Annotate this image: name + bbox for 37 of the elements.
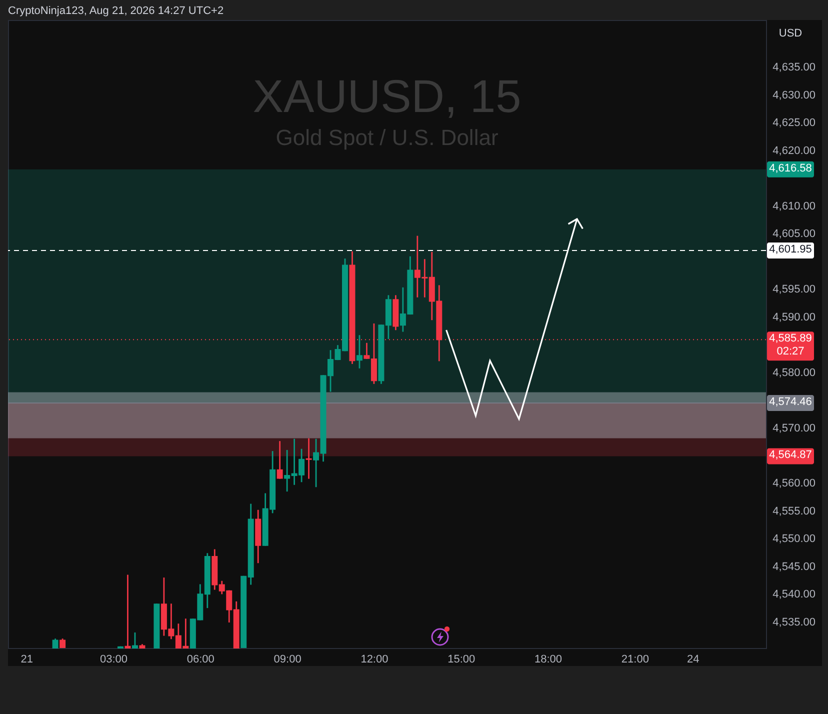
y-tick-label: 4,590.00: [772, 311, 816, 324]
y-tick-label: 4,625.00: [772, 117, 816, 130]
y-tick-label: 4,560.00: [772, 478, 816, 490]
x-tick-label: 24: [686, 654, 700, 666]
y-tick-label: 4,630.00: [772, 89, 816, 102]
x-tick-label: 06:00: [186, 654, 214, 666]
y-tick-label: 4,580.00: [772, 366, 816, 379]
ref-line-label: 4,585.89 02:27: [769, 332, 812, 358]
candlestick: [276, 440, 283, 480]
y-tick-label: 4,550.00: [772, 533, 816, 546]
y-tick-label: 4,555.00: [772, 505, 816, 518]
y-tick-label: 4,540.00: [772, 588, 816, 601]
x-tick-label: 03:00: [100, 654, 128, 666]
y-tick-label: 4,620.00: [772, 144, 816, 157]
y-tick-label: 4,605.00: [772, 228, 816, 240]
candlestick: [124, 574, 131, 649]
y-tick-label: 4,545.00: [772, 560, 816, 573]
band-label: 4,616.58: [769, 162, 812, 174]
x-tick-label: 09:00: [274, 654, 302, 666]
ref-line-label: 4,574.46: [769, 396, 812, 408]
candlestick: [306, 438, 312, 480]
x-tick-label: 12:00: [360, 654, 388, 666]
x-tick-label: 18:00: [534, 654, 562, 666]
y-tick-label: 4,535.00: [772, 616, 816, 628]
x-tick-label: 15:00: [448, 654, 476, 666]
y-tick-label: 4,610.00: [772, 200, 816, 212]
x-tick-label: 21: [20, 654, 33, 666]
y-axis-title: USD: [778, 28, 802, 40]
y-tick-label: 4,595.00: [772, 284, 816, 296]
y-tick-label: 4,635.00: [772, 62, 816, 74]
candlestick: [356, 334, 362, 370]
candlestick: [132, 632, 138, 649]
band-label: 4,564.87: [769, 449, 812, 462]
y-tick-label: 4,570.00: [772, 422, 816, 434]
text: CryptoNinja123, Aug 21, 2026 14:27 UTC+2: [8, 5, 224, 17]
x-tick-label: 21:00: [621, 654, 649, 666]
ref-line-label: 4,601.95: [769, 244, 812, 256]
